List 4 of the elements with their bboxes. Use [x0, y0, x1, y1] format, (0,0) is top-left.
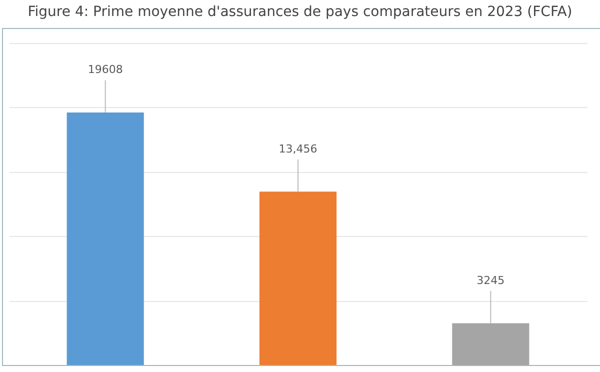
data-label: 19608	[88, 63, 123, 76]
data-label: 3245	[476, 274, 505, 288]
data-label: 13,456	[278, 142, 318, 156]
chart-title: Figure 4: Prime moyenne d'assurances de pays comparateurs en 2023 (FCFA)	[26, 3, 574, 22]
